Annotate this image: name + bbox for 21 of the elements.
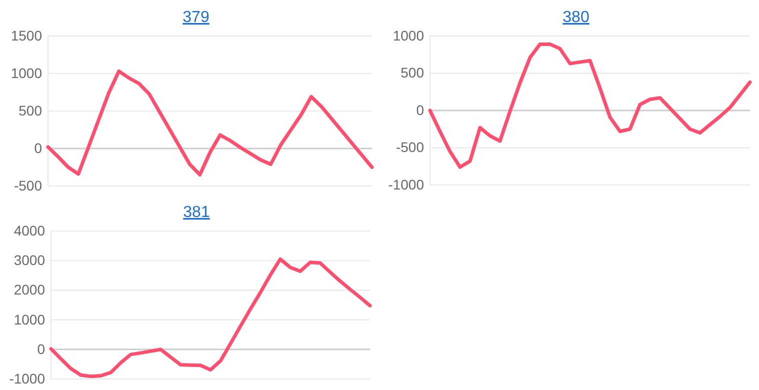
- y-tick-label: -1000: [388, 176, 424, 192]
- line-series: [428, 42, 752, 169]
- y-tick-label: -500: [396, 139, 424, 156]
- y-tick-label: 3000: [14, 252, 46, 268]
- y-tick-label: 0: [34, 140, 42, 156]
- y-tick-label: 1500: [10, 27, 42, 44]
- chart-title: 381: [183, 204, 210, 221]
- y-tick-label: 500: [18, 102, 42, 118]
- y-tick-label: 1000: [14, 311, 46, 328]
- y-tick-label: 0: [37, 340, 46, 357]
- y-tick-label: -1000: [9, 370, 46, 386]
- y-tick-label: 1000: [10, 64, 42, 81]
- y-tick-label: 0: [416, 102, 424, 118]
- y-tick-label: -500: [14, 177, 42, 194]
- chart-title: 380: [562, 9, 590, 26]
- line-series: [46, 70, 374, 176]
- y-tick-label: 500: [400, 64, 424, 81]
- chart-title: 379: [182, 9, 210, 26]
- y-tick-label: 4000: [14, 222, 46, 238]
- y-tick-label: 1000: [392, 27, 424, 44]
- y-tick-label: 2000: [14, 282, 46, 298]
